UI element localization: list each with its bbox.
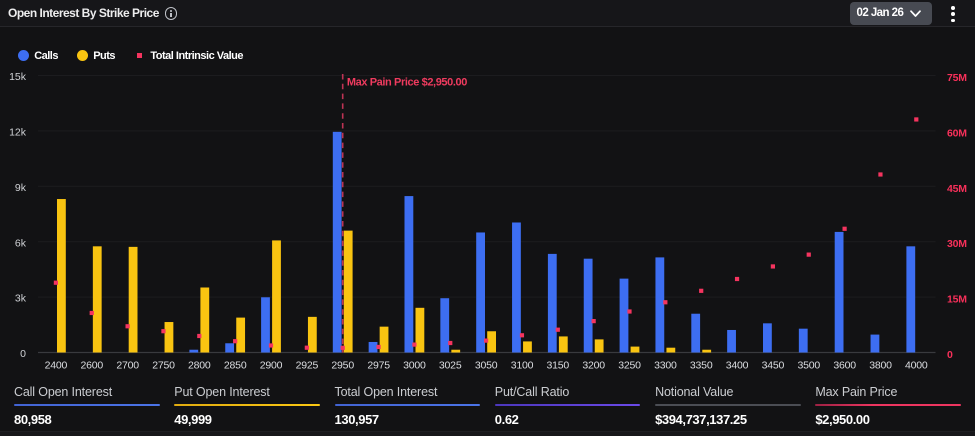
svg-text:30M: 30M xyxy=(947,238,967,250)
svg-text:2900: 2900 xyxy=(260,360,283,372)
svg-text:15k: 15k xyxy=(9,71,27,83)
svg-text:3000: 3000 xyxy=(403,360,426,372)
svg-text:3800: 3800 xyxy=(869,360,892,372)
svg-text:3100: 3100 xyxy=(511,360,534,372)
svg-text:9k: 9k xyxy=(15,182,27,194)
svg-text:75M: 75M xyxy=(947,72,967,84)
svg-text:2750: 2750 xyxy=(152,360,175,372)
svg-text:3250: 3250 xyxy=(618,360,641,372)
svg-text:2700: 2700 xyxy=(116,360,139,372)
svg-text:3150: 3150 xyxy=(547,360,570,372)
svg-text:2600: 2600 xyxy=(81,360,104,372)
svg-text:3500: 3500 xyxy=(798,360,821,372)
svg-text:3350: 3350 xyxy=(690,360,713,372)
svg-text:2925: 2925 xyxy=(296,360,319,372)
svg-text:3600: 3600 xyxy=(833,360,856,372)
svg-text:2800: 2800 xyxy=(188,360,211,372)
svg-text:3450: 3450 xyxy=(762,360,785,372)
svg-text:0: 0 xyxy=(20,348,26,360)
svg-text:0: 0 xyxy=(947,349,953,361)
svg-text:3k: 3k xyxy=(15,293,27,305)
svg-text:60M: 60M xyxy=(947,127,967,139)
svg-text:2400: 2400 xyxy=(45,360,68,372)
svg-text:2850: 2850 xyxy=(224,360,247,372)
svg-text:2950: 2950 xyxy=(331,360,354,372)
svg-text:2975: 2975 xyxy=(367,360,390,372)
svg-text:15M: 15M xyxy=(947,294,967,306)
svg-text:3025: 3025 xyxy=(439,360,462,372)
svg-text:Max Pain Price $2,950.00: Max Pain Price $2,950.00 xyxy=(347,77,467,89)
svg-text:45M: 45M xyxy=(947,183,967,195)
svg-text:3400: 3400 xyxy=(726,360,749,372)
svg-text:3050: 3050 xyxy=(475,360,498,372)
svg-text:12k: 12k xyxy=(9,127,27,139)
svg-text:6k: 6k xyxy=(15,237,27,249)
svg-text:3200: 3200 xyxy=(582,360,605,372)
svg-text:4000: 4000 xyxy=(905,360,928,372)
svg-text:3300: 3300 xyxy=(654,360,677,372)
